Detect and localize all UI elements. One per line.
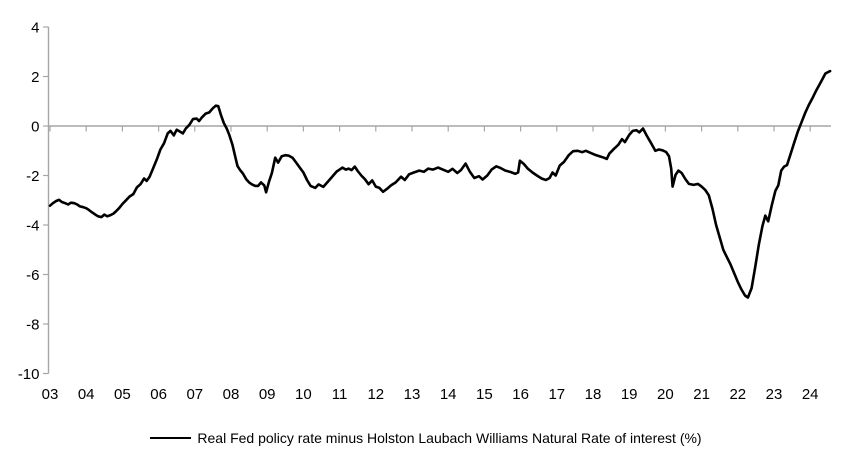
y-tick-label--10: -10 (18, 366, 40, 383)
x-tick-label-23: 23 (766, 386, 783, 403)
y-tick-label--6: -6 (26, 267, 39, 284)
x-tick-label-15: 15 (476, 386, 493, 403)
x-tick-label-05: 05 (114, 386, 131, 403)
x-tick-label-10: 10 (295, 386, 312, 403)
x-tick-label-03: 03 (42, 386, 59, 403)
x-tick-label-20: 20 (657, 386, 674, 403)
y-tick-label-4: 4 (31, 20, 39, 37)
x-tick-label-14: 14 (440, 386, 457, 403)
data-series-0 (48, 69, 832, 299)
legend-label: Real Fed policy rate minus Holston Lauba… (197, 430, 702, 446)
x-tick-label-18: 18 (585, 386, 602, 403)
x-tick-label-24: 24 (802, 386, 819, 403)
x-tick-label-22: 22 (729, 386, 746, 403)
x-tick-label-11: 11 (332, 386, 348, 403)
x-tick-label-17: 17 (548, 386, 565, 403)
y-tick-label--4: -4 (26, 218, 39, 235)
legend-line-swatch (150, 437, 192, 439)
x-tick-label-07: 07 (186, 386, 203, 403)
y-tick-label-0: 0 (31, 119, 39, 136)
x-tick-label-06: 06 (150, 386, 167, 403)
y-tick-label--2: -2 (26, 168, 39, 185)
x-tick-label-13: 13 (404, 386, 421, 403)
x-tick-label-19: 19 (621, 386, 638, 403)
legend: Real Fed policy rate minus Holston Lauba… (0, 430, 852, 446)
y-tick-label--8: -8 (26, 317, 39, 334)
x-tick-label-09: 09 (259, 386, 276, 403)
y-tick-label-2: 2 (31, 69, 39, 86)
x-tick-label-08: 08 (223, 386, 240, 403)
x-tick-label-21: 21 (693, 386, 710, 403)
x-tick-label-16: 16 (512, 386, 529, 403)
x-tick-label-12: 12 (367, 386, 384, 403)
x-tick-label-04: 04 (78, 386, 95, 403)
